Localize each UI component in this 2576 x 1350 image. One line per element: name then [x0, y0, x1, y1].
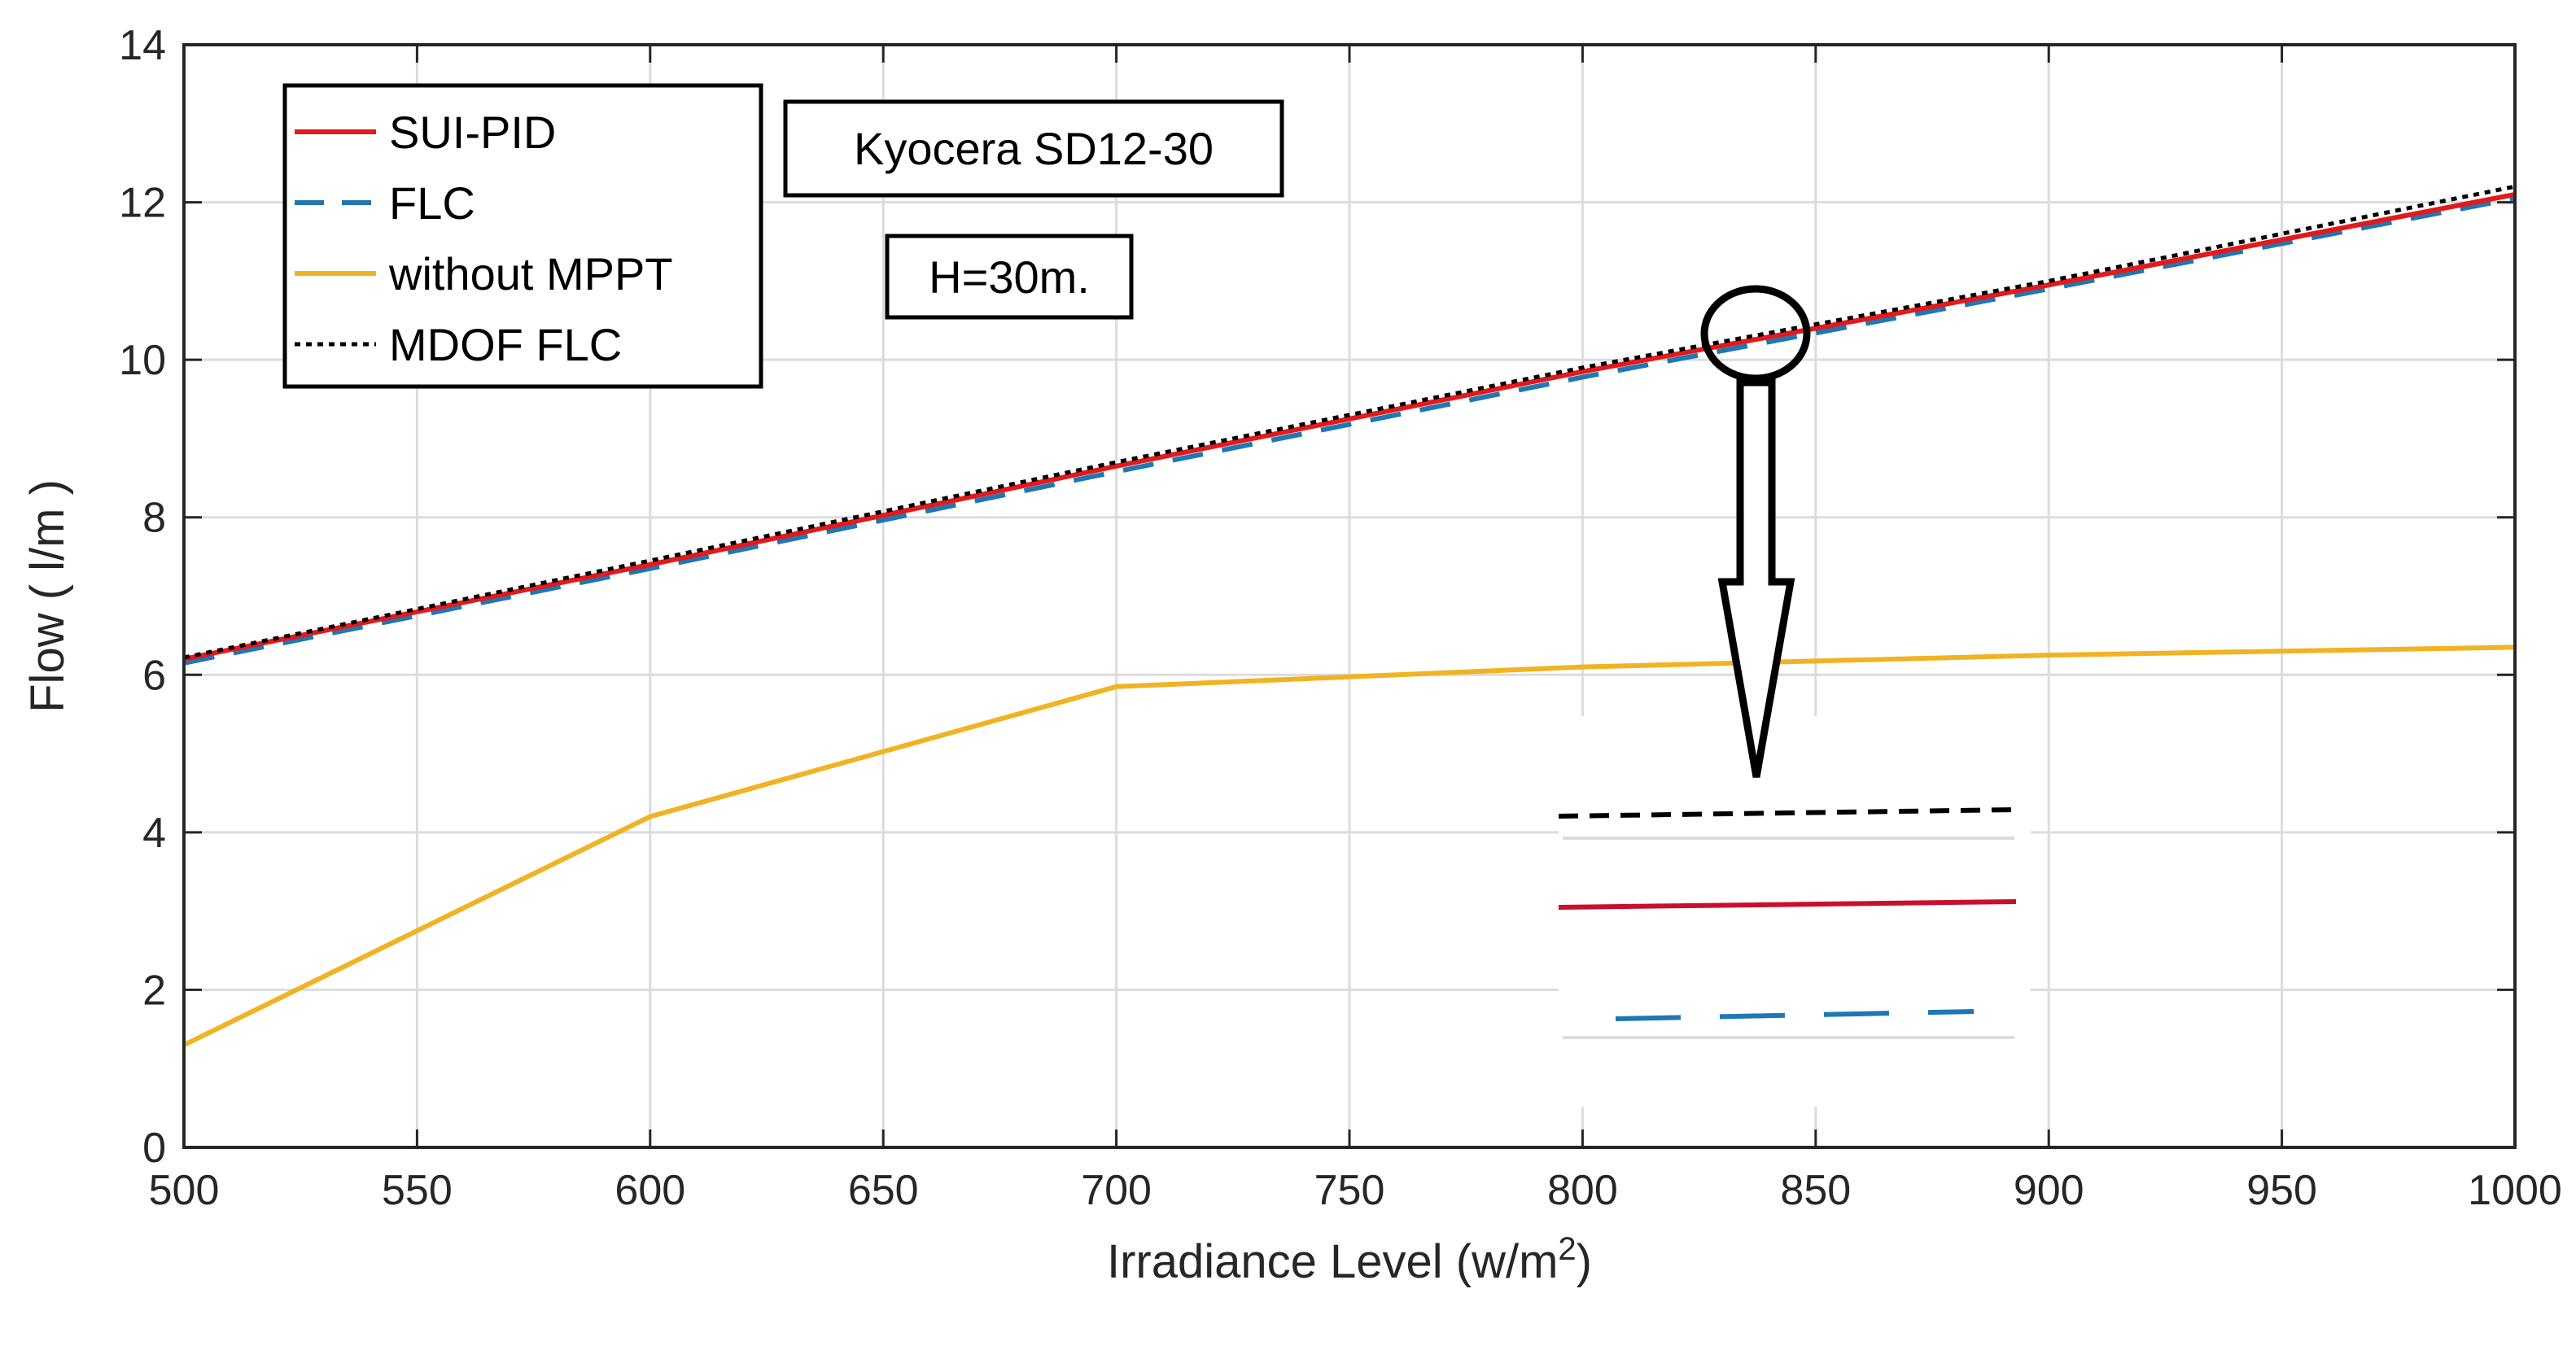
- series-line-without-mppt: [182, 644, 2516, 1047]
- x-tick-label: 800: [1547, 1167, 1618, 1214]
- x-tick-label: 750: [1314, 1167, 1385, 1214]
- annotation-model: Kyocera SD12-30: [854, 123, 1214, 174]
- x-tick-label: 950: [2246, 1167, 2317, 1214]
- legend-label: FLC: [389, 177, 475, 229]
- x-tick-label: 700: [1081, 1167, 1152, 1214]
- inset-line-sui-pid: [1558, 899, 2017, 910]
- x-tick-label: 650: [848, 1167, 919, 1214]
- x-tick-label: 850: [1780, 1167, 1851, 1214]
- y-tick-label: 2: [142, 967, 166, 1014]
- inset-line-mdof-flc: [1558, 807, 2017, 819]
- series-line-mdof-flc: [183, 184, 2516, 660]
- zoom-arrow: [1717, 378, 1795, 778]
- x-tick-label: 550: [382, 1167, 453, 1214]
- x-axis-title-main: Irradiance Level (w/m: [1107, 1235, 1558, 1288]
- zoom-inset: [1559, 716, 2031, 1107]
- y-tick-label: 12: [119, 180, 166, 227]
- series-line-sui-pid: [183, 191, 2516, 662]
- legend-label: MDOF FLC: [389, 319, 622, 370]
- zoom-ellipse: [1700, 285, 1811, 382]
- x-axis-title: Irradiance Level (w/m2): [1107, 1231, 1592, 1288]
- annotation-box: [783, 99, 1284, 198]
- legend: [282, 83, 763, 389]
- annotation-head: H=30m.: [929, 251, 1090, 303]
- legend-label: without MPPT: [388, 248, 673, 299]
- y-tick-label: 0: [142, 1125, 166, 1172]
- legend-label: SUI-PID: [389, 107, 556, 158]
- y-tick-label: 4: [142, 810, 166, 857]
- x-axis-title-sup: 2: [1558, 1231, 1576, 1267]
- annotation-box: [885, 234, 1134, 320]
- x-axis-title-close: ): [1577, 1235, 1592, 1288]
- y-tick-label: 14: [119, 22, 166, 69]
- x-tick-label: 1000: [2468, 1167, 2562, 1214]
- y-tick-label: 8: [142, 495, 166, 542]
- x-tick-label: 500: [149, 1167, 220, 1214]
- y-axis-title: Flow ( l/m ): [21, 479, 74, 713]
- inset-line-flc: [1615, 1009, 1975, 1021]
- x-tick-label: 600: [614, 1167, 685, 1214]
- y-tick-label: 6: [142, 652, 166, 699]
- y-tick-label: 10: [119, 337, 166, 384]
- x-tick-label: 900: [2014, 1167, 2084, 1214]
- series-line-flc: [183, 195, 2516, 666]
